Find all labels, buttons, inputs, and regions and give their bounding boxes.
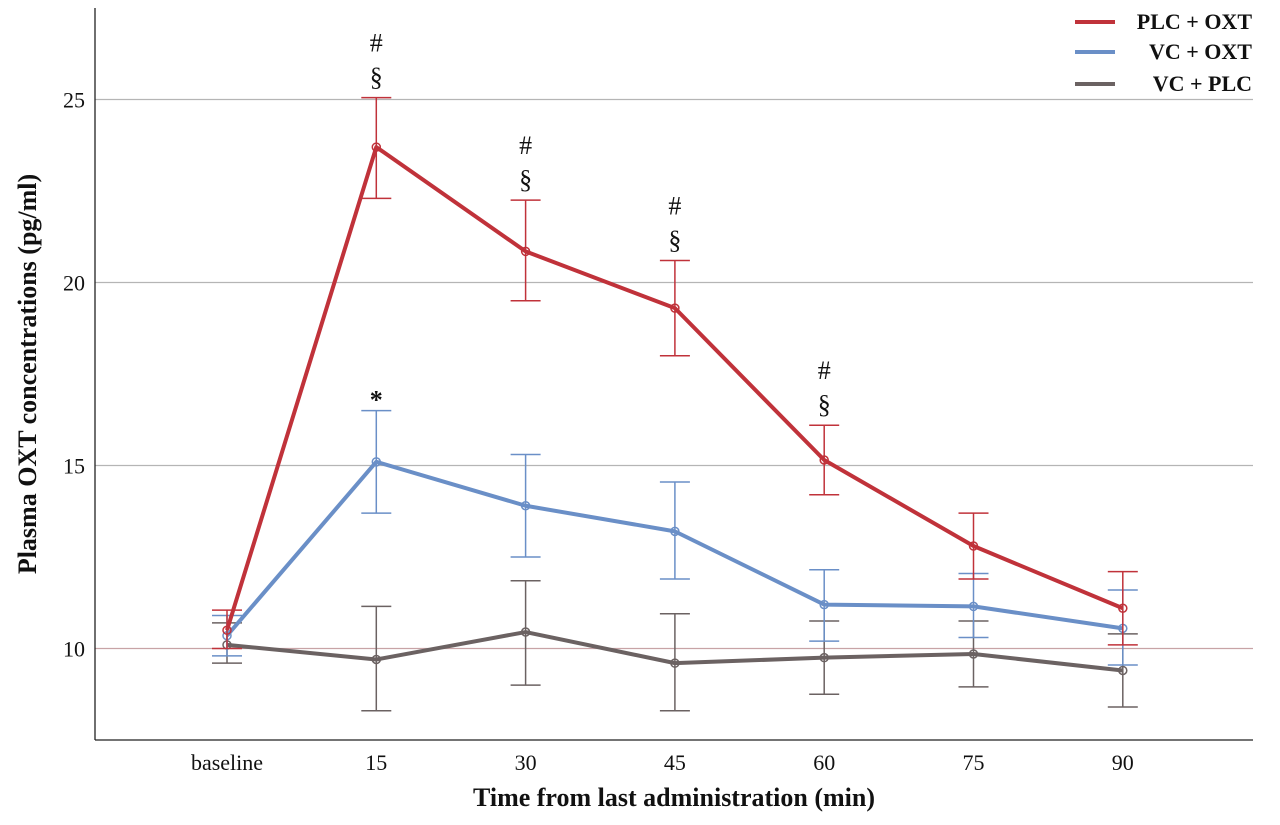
data-point xyxy=(1118,603,1128,613)
series-line xyxy=(226,630,1124,673)
data-point xyxy=(819,455,829,465)
significance-hash: # xyxy=(668,192,681,221)
data-point xyxy=(968,541,979,551)
series-line xyxy=(225,145,1124,631)
x-tick-label: baseline xyxy=(191,750,263,775)
data-point xyxy=(670,658,680,668)
legend-swatch xyxy=(1075,20,1115,24)
legend-label: VC + OXT xyxy=(1149,39,1252,64)
data-point xyxy=(819,652,829,663)
series-plc-oxt xyxy=(212,96,1138,650)
legend-label: PLC + OXT xyxy=(1137,9,1253,34)
data-point xyxy=(670,526,680,537)
x-tick-label: 90 xyxy=(1112,750,1134,775)
y-axis-title: Plasma OXT concentrations (pg/ml) xyxy=(13,174,42,574)
significance-section: § xyxy=(668,226,681,255)
data-point xyxy=(371,142,382,152)
legend-swatch xyxy=(1075,82,1115,86)
significance-section: § xyxy=(519,165,532,194)
significance-hash: # xyxy=(818,356,831,385)
data-point xyxy=(968,649,979,659)
data-point xyxy=(520,501,531,511)
x-tick-label: 60 xyxy=(813,750,835,775)
data-point xyxy=(670,303,680,313)
significance-hash: # xyxy=(519,131,532,160)
data-point xyxy=(819,599,829,610)
y-tick-label: 15 xyxy=(63,454,85,479)
legend-label: VC + PLC xyxy=(1153,71,1252,96)
y-tick-label: 10 xyxy=(63,637,85,662)
x-tick-label: 30 xyxy=(515,750,537,775)
legend-swatch xyxy=(1075,50,1115,54)
y-tick-label: 20 xyxy=(63,271,85,296)
data-point xyxy=(371,654,382,665)
significance-star: * xyxy=(370,386,383,415)
significance-section: § xyxy=(370,63,383,92)
series xyxy=(212,96,1138,712)
axes: 10 15 20 25 baseline 15 30 45 60 75 90 xyxy=(63,8,1253,775)
x-tick-label: 45 xyxy=(664,750,686,775)
annotations: # § # § # § # § * xyxy=(370,29,831,420)
legend: PLC + OXT VC + OXT VC + PLC xyxy=(1075,9,1252,96)
series-vc-plc xyxy=(212,580,1138,712)
x-axis-title: Time from last administration (min) xyxy=(473,783,875,812)
gridlines xyxy=(95,98,1253,650)
significance-section: § xyxy=(818,390,831,419)
x-tick-label: 15 xyxy=(365,750,387,775)
y-tick-label: 25 xyxy=(63,88,85,113)
data-point xyxy=(1118,665,1128,676)
data-point xyxy=(520,627,531,637)
significance-hash: # xyxy=(370,29,383,58)
data-point xyxy=(222,625,232,635)
data-point xyxy=(968,601,979,612)
data-point xyxy=(371,457,382,467)
series-line xyxy=(225,459,1124,637)
x-tick-label: 75 xyxy=(963,750,985,775)
data-point xyxy=(520,246,531,257)
